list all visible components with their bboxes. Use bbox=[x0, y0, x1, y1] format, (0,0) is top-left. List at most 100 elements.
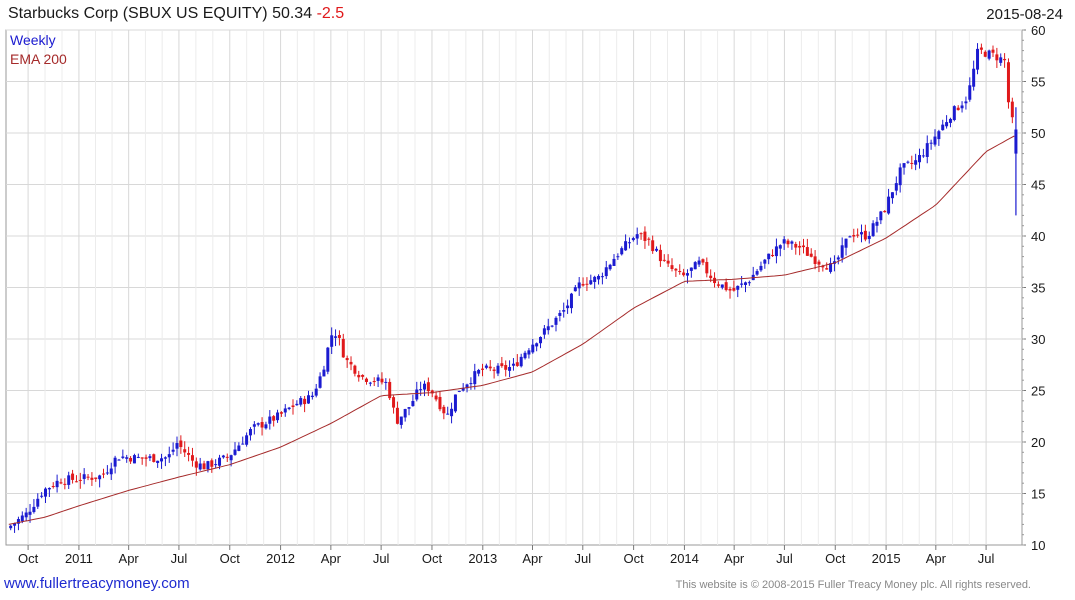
x-tick-label: Jul bbox=[171, 551, 188, 566]
candle-up bbox=[16, 519, 20, 524]
candle-down bbox=[581, 283, 585, 286]
candle-down bbox=[504, 365, 508, 370]
candle-up bbox=[67, 475, 71, 485]
candle-up bbox=[689, 267, 693, 271]
candle-up bbox=[871, 223, 875, 237]
candle-up bbox=[450, 408, 454, 417]
candle-down bbox=[825, 268, 829, 270]
candle-down bbox=[190, 455, 194, 461]
candle-up bbox=[875, 221, 879, 226]
candle-down bbox=[666, 260, 670, 264]
candle-up bbox=[399, 416, 403, 425]
candle-up bbox=[778, 245, 782, 249]
candle-up bbox=[906, 161, 910, 163]
candle-down bbox=[910, 162, 914, 164]
candle-up bbox=[743, 282, 747, 285]
candle-up bbox=[929, 142, 933, 144]
website-link[interactable]: www.fullertreacymoney.com bbox=[4, 575, 190, 592]
x-tick-label: Oct bbox=[220, 551, 241, 566]
candle-up bbox=[569, 293, 573, 309]
candle-up bbox=[740, 283, 744, 285]
candle-up bbox=[829, 263, 833, 272]
candle-up bbox=[890, 192, 894, 199]
candle-up bbox=[790, 241, 794, 244]
candle-up bbox=[894, 183, 898, 191]
candle-down bbox=[983, 51, 987, 57]
candle-up bbox=[539, 336, 543, 344]
candle-up bbox=[310, 395, 314, 398]
candle-up bbox=[767, 253, 771, 260]
y-tick-label: 50 bbox=[1031, 126, 1045, 141]
candle-up bbox=[550, 325, 554, 327]
candle-up bbox=[616, 256, 620, 258]
legend-weekly: Weekly bbox=[10, 32, 56, 48]
candle-up bbox=[535, 343, 539, 347]
candle-down bbox=[732, 288, 736, 291]
x-tick-label: Oct bbox=[422, 551, 443, 566]
candle-up bbox=[322, 369, 326, 377]
candle-up bbox=[554, 317, 558, 325]
x-tick-label: Apr bbox=[926, 551, 947, 566]
candle-up bbox=[1014, 129, 1018, 154]
candle-down bbox=[883, 210, 887, 213]
axes: 10 15 20 25 30 35 40 45 50 55 60 Oct 2011 Apr Jul Oct 20… bbox=[18, 23, 1045, 566]
candle-up bbox=[318, 376, 322, 388]
candle-down bbox=[426, 382, 430, 392]
candle-up bbox=[589, 280, 593, 285]
candle-up bbox=[407, 407, 411, 409]
candle-up bbox=[566, 305, 570, 309]
candle-up bbox=[747, 282, 751, 284]
candle-down bbox=[500, 363, 504, 367]
y-tick-label: 40 bbox=[1031, 229, 1045, 244]
candle-down bbox=[438, 396, 442, 410]
candle-up bbox=[964, 101, 968, 104]
candle-down bbox=[651, 240, 655, 252]
candle-down bbox=[956, 107, 960, 111]
candle-up bbox=[860, 232, 864, 235]
candle-up bbox=[40, 495, 44, 497]
candlestick-chart: 10 15 20 25 30 35 40 45 50 55 60 Oct 2011 Apr Jul Oct 20… bbox=[5, 23, 1045, 566]
candle-up bbox=[117, 459, 121, 461]
candle-down bbox=[395, 407, 399, 424]
candle-up bbox=[531, 344, 535, 353]
candle-down bbox=[670, 265, 674, 270]
candle-down bbox=[798, 245, 802, 248]
candle-down bbox=[225, 456, 229, 458]
x-tick-label: Apr bbox=[724, 551, 745, 566]
candle-up bbox=[326, 347, 330, 372]
candle-up bbox=[511, 363, 515, 366]
x-tick-label: Jul bbox=[574, 551, 591, 566]
x-tick-label: Jul bbox=[373, 551, 390, 566]
candle-down bbox=[662, 259, 666, 261]
candle-down bbox=[337, 335, 341, 338]
candle-down bbox=[786, 240, 790, 245]
candle-up bbox=[693, 262, 697, 270]
candle-up bbox=[384, 381, 388, 383]
candle-up bbox=[20, 515, 24, 522]
candle-up bbox=[125, 457, 129, 459]
candle-down bbox=[63, 483, 67, 485]
candle-up bbox=[960, 105, 964, 109]
candle-up bbox=[171, 449, 175, 452]
candle-up bbox=[314, 388, 318, 396]
candle-up bbox=[132, 455, 136, 464]
x-tick-label: Jul bbox=[776, 551, 793, 566]
candle-down bbox=[817, 261, 821, 265]
candle-up bbox=[245, 435, 249, 445]
candle-down bbox=[272, 416, 276, 421]
candle-up bbox=[755, 271, 759, 275]
candle-down bbox=[716, 284, 720, 286]
candle-down bbox=[90, 477, 94, 480]
chart-date: 2015-08-24 bbox=[986, 6, 1063, 23]
candle-up bbox=[237, 445, 241, 451]
candle-up bbox=[624, 241, 628, 251]
candle-up bbox=[573, 287, 577, 292]
candle-up bbox=[523, 352, 527, 359]
candle-down bbox=[856, 234, 860, 236]
candle-up bbox=[941, 124, 945, 131]
y-tick-label: 45 bbox=[1031, 178, 1045, 193]
candle-up bbox=[221, 455, 225, 458]
candle-up bbox=[160, 458, 164, 462]
candle-up bbox=[218, 457, 222, 466]
candle-up bbox=[496, 365, 500, 374]
